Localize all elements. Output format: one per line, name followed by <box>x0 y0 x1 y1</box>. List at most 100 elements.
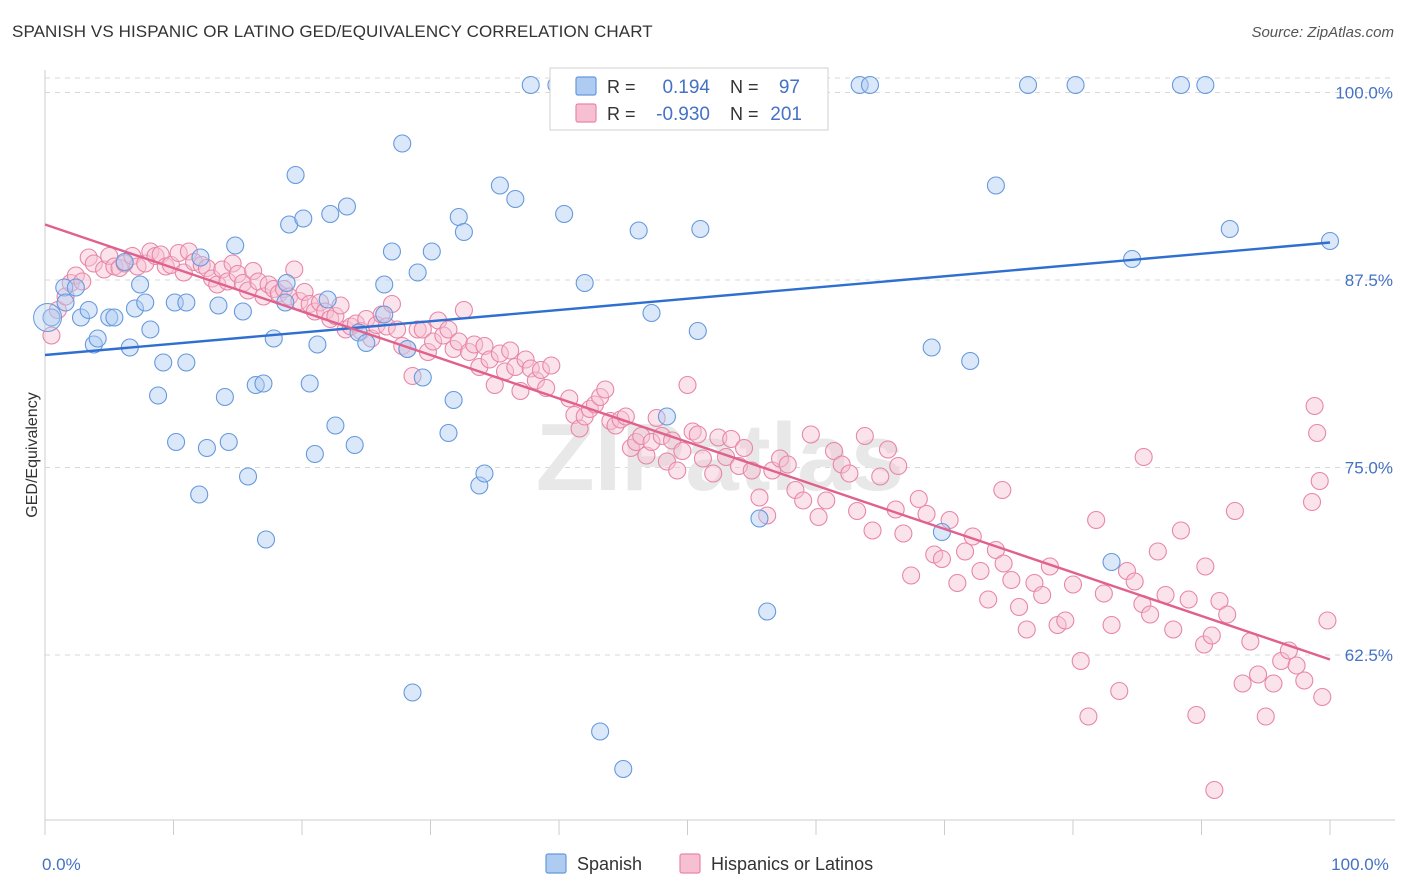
hispanic-point <box>285 260 304 279</box>
y-tick-label: 62.5% <box>1345 646 1393 665</box>
spanish-point <box>305 444 324 464</box>
hispanic-point <box>1202 626 1221 645</box>
bottom-legend-label-spanish: Spanish <box>577 854 642 874</box>
spanish-point <box>1220 219 1239 239</box>
y-axis-label: GED/Equivalency <box>24 392 41 517</box>
spanish-point <box>177 353 196 372</box>
hispanic-point <box>480 350 499 369</box>
spanish-point <box>209 296 228 315</box>
spanish-point <box>71 308 91 327</box>
spanish-point <box>422 242 441 261</box>
hispanic-point <box>809 507 828 527</box>
spanish-point <box>66 278 85 297</box>
hispanic-point <box>1210 591 1229 611</box>
spanish-point <box>629 221 648 240</box>
hispanic-point <box>95 260 114 279</box>
hispanic-point <box>683 422 702 441</box>
hispanic-point <box>1079 707 1098 726</box>
hispanic-point <box>1313 687 1332 707</box>
hispanic-point <box>1125 572 1144 591</box>
spanish-point <box>56 293 75 312</box>
hispanic-point <box>840 464 859 483</box>
spanish-point <box>490 176 509 195</box>
hispanic-point <box>1302 492 1322 512</box>
hispanic-point <box>621 438 641 458</box>
spanish-point <box>88 329 107 348</box>
spanish-point <box>191 248 210 267</box>
spanish-point <box>141 320 160 339</box>
hispanic-point <box>878 440 898 459</box>
hispanic-point <box>1094 584 1113 603</box>
spanish-point <box>345 435 364 455</box>
hispanic-point <box>704 464 723 483</box>
spanish-point <box>226 236 245 255</box>
spanish-point <box>1102 552 1121 572</box>
spanish-point <box>657 407 676 426</box>
spanish-point <box>100 308 119 327</box>
hispanic-point <box>1171 521 1190 540</box>
hispanic-point <box>994 554 1013 573</box>
hispanic-point <box>454 300 473 320</box>
hispanic-point <box>570 419 589 438</box>
y-tick-label: 100.0% <box>1335 84 1393 103</box>
hispanic-point <box>956 542 975 561</box>
hispanic-point <box>1033 585 1052 605</box>
spanish-point <box>642 303 661 323</box>
spanish-point <box>256 530 276 549</box>
hispanic-point <box>848 501 867 521</box>
hispanic-point <box>408 320 427 339</box>
hispanic-point <box>750 488 769 507</box>
hispanic-point <box>295 282 314 302</box>
spanish-point <box>444 390 463 410</box>
spanish-point <box>382 242 402 261</box>
hispanic-point <box>678 375 697 395</box>
spanish-point <box>758 602 777 621</box>
hispanic-point <box>1187 705 1206 725</box>
hispanic-point <box>434 326 453 345</box>
spanish-point <box>136 293 155 312</box>
stats-legend-swatch-hispanic <box>575 103 597 123</box>
hispanic-point <box>1179 590 1198 609</box>
spanish-point <box>403 683 422 702</box>
spanish-point <box>408 263 427 282</box>
hispanic-point <box>439 320 458 339</box>
source-credit: Source: ZipAtlas.com <box>1251 24 1394 41</box>
hispanic-point <box>1063 575 1083 594</box>
spanish-point <box>506 189 525 209</box>
stats-r-label-2: R = <box>607 104 636 124</box>
y-tick-label: 87.5% <box>1345 271 1393 290</box>
hispanic-point <box>1087 510 1106 530</box>
hispanic-point <box>1009 597 1029 617</box>
spanish-point <box>254 374 273 393</box>
hispanic-point <box>786 480 805 500</box>
hispanic-point <box>855 426 874 446</box>
grid-lines <box>45 77 1395 656</box>
stats-n-label-2: N = <box>730 104 759 124</box>
hispanic-point <box>668 461 687 480</box>
hispanic-point <box>1295 671 1314 690</box>
hispanic-point <box>693 449 712 468</box>
hispanic-point <box>1218 605 1237 624</box>
spanish-point <box>750 509 769 528</box>
hispanic-point <box>778 455 797 474</box>
spanish-point <box>521 75 540 95</box>
spanish-point <box>1066 75 1085 95</box>
y-tick-label: 75.0% <box>1345 459 1393 478</box>
hispanic-point <box>637 446 656 465</box>
hispanic-point <box>794 491 813 510</box>
spanish-point <box>413 368 432 387</box>
hispanic-point <box>863 521 882 540</box>
hispanic-point <box>475 336 494 356</box>
hispanic-point <box>531 360 551 380</box>
spanish-point <box>1320 231 1340 251</box>
hispanic-point <box>223 254 242 273</box>
spanish-point <box>79 300 98 320</box>
spanish-point <box>42 308 61 327</box>
hispanic-point <box>1248 665 1268 684</box>
stats-n-value-1: 97 <box>779 77 800 98</box>
hispanic-point <box>1205 780 1224 800</box>
spanish-point <box>922 338 941 357</box>
hispanic-point <box>1134 447 1153 467</box>
stats-r-value-2: -0.930 <box>656 104 710 125</box>
stats-legend: R = 0.194 N = 97 R = -0.930 N = 201 <box>549 67 829 131</box>
